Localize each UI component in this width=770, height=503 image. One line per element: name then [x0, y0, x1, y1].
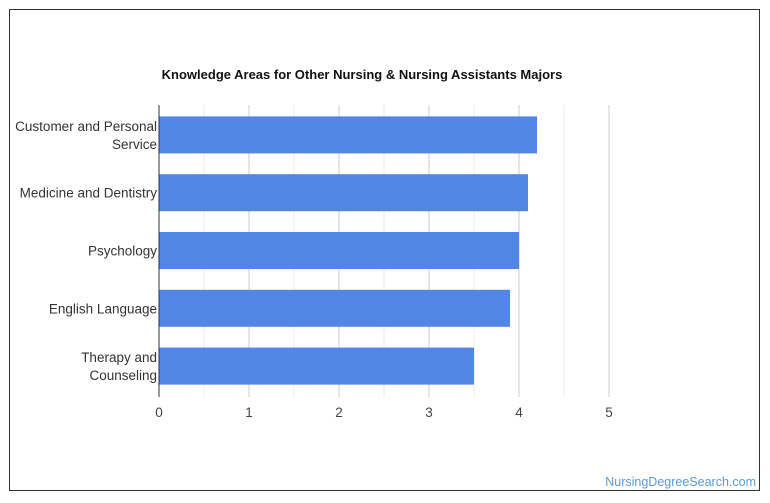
bar: [159, 232, 519, 269]
bar: [159, 174, 528, 212]
category-label: English Language: [49, 301, 157, 316]
bars: [159, 116, 537, 385]
tick-label: 5: [605, 405, 613, 420]
tick-label: 2: [335, 405, 343, 420]
tick-label: 4: [515, 405, 523, 420]
bar: [159, 347, 474, 385]
category-label: Therapy and: [81, 350, 157, 365]
bar: [159, 289, 510, 327]
category-label: Counseling: [89, 368, 157, 383]
category-labels: Customer and Personal Service Medicine and…: [15, 119, 157, 383]
bar: [159, 116, 537, 154]
category-label: Medicine and Dentistry: [20, 186, 158, 201]
tick-label: 1: [245, 405, 253, 420]
category-label: Customer and Personal: [15, 119, 157, 134]
category-label: Service: [112, 137, 157, 152]
watermark[interactable]: NursingDegreeSearch.com: [605, 475, 756, 489]
tick-labels: 0 1 2 3 4 5: [155, 405, 613, 420]
category-label: Psychology: [88, 244, 157, 259]
chart-title: Knowledge Areas for Other Nursing & Nurs…: [161, 67, 563, 82]
tick-label: 0: [155, 405, 163, 420]
tick-label: 3: [425, 405, 433, 420]
